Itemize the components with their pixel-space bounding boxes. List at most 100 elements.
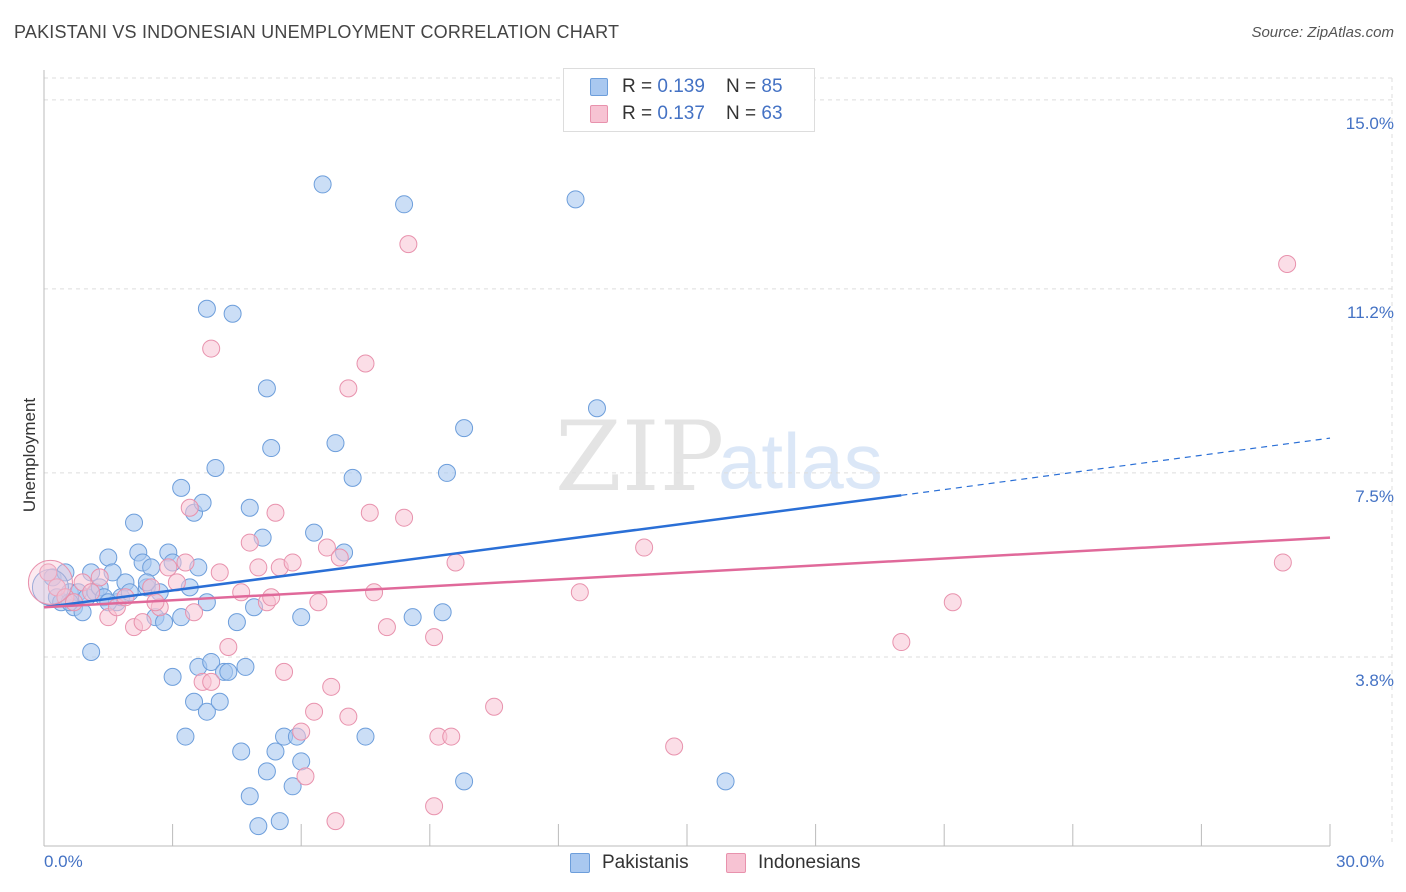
chart-title: PAKISTANI VS INDONESIAN UNEMPLOYMENT COR… (14, 22, 620, 42)
indonesian-point (570, 583, 589, 602)
pakistani-point (163, 667, 182, 686)
indonesians-swatch (726, 853, 746, 873)
pakistani-point (313, 175, 332, 194)
indonesian-point (240, 533, 259, 552)
indonesian-point (133, 613, 152, 632)
indonesian-point (395, 508, 414, 527)
pakistani-point (155, 613, 174, 632)
watermark: ZIP atlas (555, 401, 883, 513)
indonesian-point (892, 633, 911, 652)
indonesians-label: Indonesians (758, 852, 861, 873)
indonesian-point (309, 593, 328, 612)
indonesian-point (82, 583, 101, 602)
legend-r-label: R = (622, 103, 658, 124)
y-tick-label: 11.2% (1347, 302, 1394, 322)
indonesian-point (317, 538, 336, 557)
pakistani-point (262, 439, 281, 458)
indonesian-point (262, 588, 281, 607)
indonesian-point (485, 697, 504, 716)
indonesian-point (219, 638, 238, 657)
pakistani-point (210, 692, 229, 711)
legend-r-value: 0.137 (657, 103, 705, 124)
legend-n-value: 85 (761, 76, 783, 97)
indonesian-point (275, 662, 294, 681)
indonesian-point (176, 553, 195, 572)
indonesian-point (425, 797, 444, 816)
indonesian-point (232, 583, 251, 602)
indonesian-point (249, 558, 268, 577)
pakistani-point (716, 772, 735, 791)
pakistanis-label: Pakistanis (602, 852, 689, 873)
pakistani-point (219, 662, 238, 681)
pakistani-point (292, 608, 311, 627)
pakistani-point (176, 727, 195, 746)
pakistani-point (223, 304, 242, 323)
indonesian-point (1273, 553, 1292, 572)
legend-swatch-blue (590, 78, 608, 96)
legend-swatch-pink (590, 105, 608, 123)
indonesian-point (330, 548, 349, 567)
indonesian-point (202, 339, 221, 358)
indonesian-point (185, 603, 204, 622)
y-tick-label: 3.8% (1355, 670, 1394, 690)
watermark-atlas: atlas (718, 417, 883, 505)
indonesian-point (399, 235, 418, 254)
indonesian-point (360, 503, 379, 522)
legend-n-label: N = (726, 103, 762, 124)
pakistani-point (142, 558, 161, 577)
pakistani-trend-line (43, 494, 902, 609)
indonesian-point (202, 672, 221, 691)
indonesian-point (635, 538, 654, 557)
pakistani-point (172, 478, 191, 497)
pakistani-point (240, 498, 259, 517)
indonesian-trend-line (43, 536, 1331, 609)
pakistanis-swatch (570, 853, 590, 873)
pakistani-point (305, 523, 324, 542)
pakistani-point (326, 434, 345, 453)
pakistani-point (125, 513, 144, 532)
indonesian-point (1278, 255, 1297, 273)
pakistani-point (185, 692, 204, 711)
y-tick-label: 15.0% (1345, 113, 1394, 133)
pakistani-point (249, 817, 268, 836)
indonesian-point (322, 677, 341, 696)
indonesian-point (356, 354, 375, 373)
legend-r-label: R = (622, 76, 658, 97)
indonesian-point (266, 503, 285, 522)
pakistani-point (266, 742, 285, 761)
indonesian-point (377, 618, 396, 637)
indonesian-point (446, 553, 465, 572)
indonesian-point (326, 812, 345, 831)
indonesian-point (305, 702, 324, 721)
pakistani-point (236, 657, 255, 676)
stats-legend: R = 0.139 N = 85 R = 0.137 N = 63 (563, 68, 815, 132)
indonesian-point (339, 707, 358, 726)
indonesian-point (365, 583, 384, 602)
indonesian-point (159, 558, 178, 577)
pakistani-point (227, 613, 246, 632)
pakistani-point (82, 643, 101, 661)
pakistani-point (343, 468, 362, 487)
pakistani-point (403, 608, 422, 627)
pakistani-point (455, 419, 474, 438)
pakistani-point (270, 812, 289, 831)
y-tick-label: 7.5% (1355, 486, 1394, 506)
pakistani-point (257, 379, 276, 398)
indonesian-point (339, 379, 358, 398)
pakistani-point (587, 399, 606, 418)
indonesian-point (180, 498, 199, 517)
pakistani-point (99, 548, 118, 567)
pakistani-point (292, 752, 311, 771)
x-tick-label-min: 0.0% (44, 852, 83, 871)
pakistani-point (437, 463, 456, 482)
legend-n-label: N = (726, 76, 762, 97)
pakistani-point (283, 777, 302, 796)
pakistani-point (197, 299, 216, 318)
pakistani-point (197, 702, 216, 721)
indonesian-point (442, 727, 461, 746)
indonesian-point (283, 553, 302, 572)
pakistani-point (433, 603, 452, 622)
pakistani-point (455, 772, 474, 791)
indonesian-point (292, 722, 311, 741)
